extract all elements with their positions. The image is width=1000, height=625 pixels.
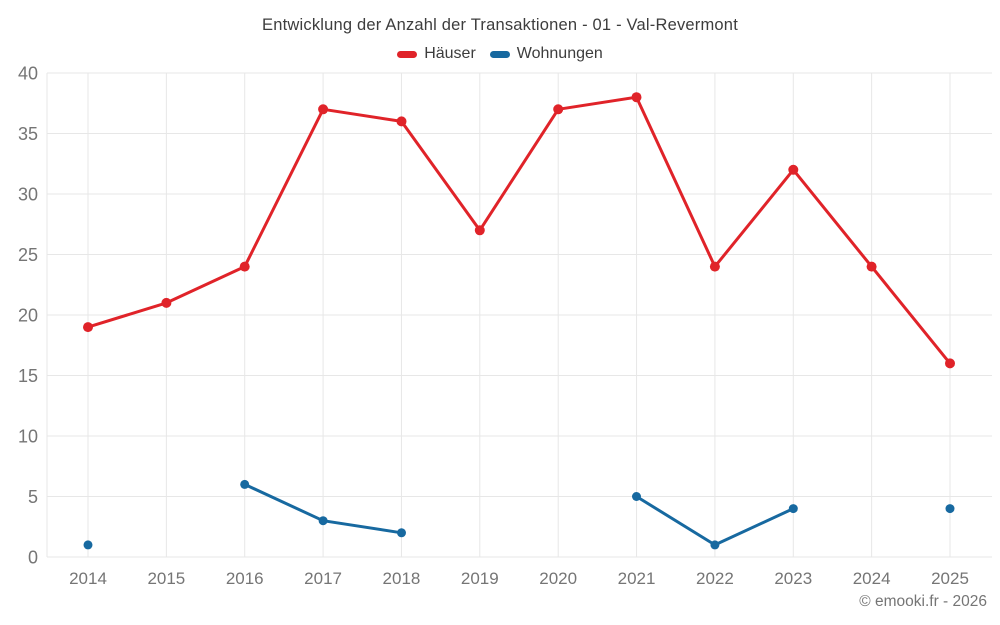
svg-text:2022: 2022 <box>696 569 734 588</box>
legend-item-haeuser[interactable]: Häuser <box>397 45 476 63</box>
data-point-haeuser-2014[interactable] <box>83 322 93 333</box>
svg-text:0: 0 <box>28 548 38 568</box>
data-point-wohnungen-2022[interactable] <box>710 540 720 550</box>
grid-lines <box>46 72 992 558</box>
svg-text:2023: 2023 <box>774 569 812 588</box>
svg-text:2025: 2025 <box>931 569 969 588</box>
x-axis-labels: 2014 2015 2016 2017 2018 2019 2020 2021 2022 2023… <box>69 569 969 588</box>
data-point-haeuser-2025[interactable] <box>945 358 955 369</box>
data-point-wohnungen-2023[interactable] <box>788 504 798 514</box>
haeuser-legend-swatch-icon <box>397 50 418 58</box>
data-point-wohnungen-2025[interactable] <box>945 504 955 514</box>
series-haeuser <box>83 92 955 369</box>
svg-text:2016: 2016 <box>226 569 264 588</box>
chart-legend: Häuser Wohnungen <box>0 45 1000 63</box>
svg-text:10: 10 <box>18 427 38 447</box>
svg-text:40: 40 <box>18 64 38 84</box>
data-point-wohnungen-2017[interactable] <box>318 516 328 526</box>
data-point-haeuser-2019[interactable] <box>474 225 485 236</box>
data-point-haeuser-2023[interactable] <box>788 164 799 175</box>
series-line-haeuser <box>86 95 952 365</box>
svg-text:2024: 2024 <box>853 569 891 588</box>
data-point-wohnungen-2021[interactable] <box>632 492 641 501</box>
data-point-haeuser-2020[interactable] <box>553 104 564 115</box>
data-point-haeuser-2018[interactable] <box>396 116 407 127</box>
svg-text:2021: 2021 <box>618 569 656 588</box>
svg-text:15: 15 <box>18 366 38 386</box>
svg-text:35: 35 <box>18 124 38 144</box>
data-point-wohnungen-2018[interactable] <box>397 528 406 538</box>
svg-text:2018: 2018 <box>383 569 421 588</box>
svg-text:5: 5 <box>28 487 38 507</box>
svg-text:2020: 2020 <box>539 569 577 588</box>
data-point-haeuser-2022[interactable] <box>709 261 720 272</box>
chart-title: Entwicklung der Anzahl der Transaktionen… <box>262 16 738 34</box>
svg-text:2017: 2017 <box>304 569 342 588</box>
data-point-haeuser-2024[interactable] <box>866 261 877 272</box>
data-point-wohnungen-2014[interactable] <box>83 540 93 550</box>
data-point-haeuser-2015[interactable] <box>161 297 172 308</box>
series-wohnungen <box>83 479 955 550</box>
y-axis-labels: 0 5 10 15 20 25 30 35 40 <box>18 64 38 568</box>
wohnungen-legend-swatch-icon <box>489 50 510 58</box>
data-point-wohnungen-2016[interactable] <box>240 479 250 489</box>
data-point-haeuser-2016[interactable] <box>239 261 250 272</box>
svg-text:2014: 2014 <box>69 569 107 588</box>
legend-label-wohnungen: Wohnungen <box>516 45 603 62</box>
series-line-wohnungen <box>245 484 950 545</box>
data-point-haeuser-2021[interactable] <box>631 92 642 103</box>
svg-text:30: 30 <box>18 185 38 205</box>
legend-label-haeuser: Häuser <box>424 45 476 62</box>
svg-text:20: 20 <box>18 306 38 326</box>
svg-text:2015: 2015 <box>147 569 185 588</box>
svg-text:25: 25 <box>18 245 38 265</box>
legend-item-wohnungen[interactable]: Wohnungen <box>489 45 603 63</box>
svg-text:2019: 2019 <box>461 569 499 588</box>
data-point-haeuser-2017[interactable] <box>318 104 329 115</box>
copyright-text: © emooki.fr - 2026 <box>859 593 987 610</box>
